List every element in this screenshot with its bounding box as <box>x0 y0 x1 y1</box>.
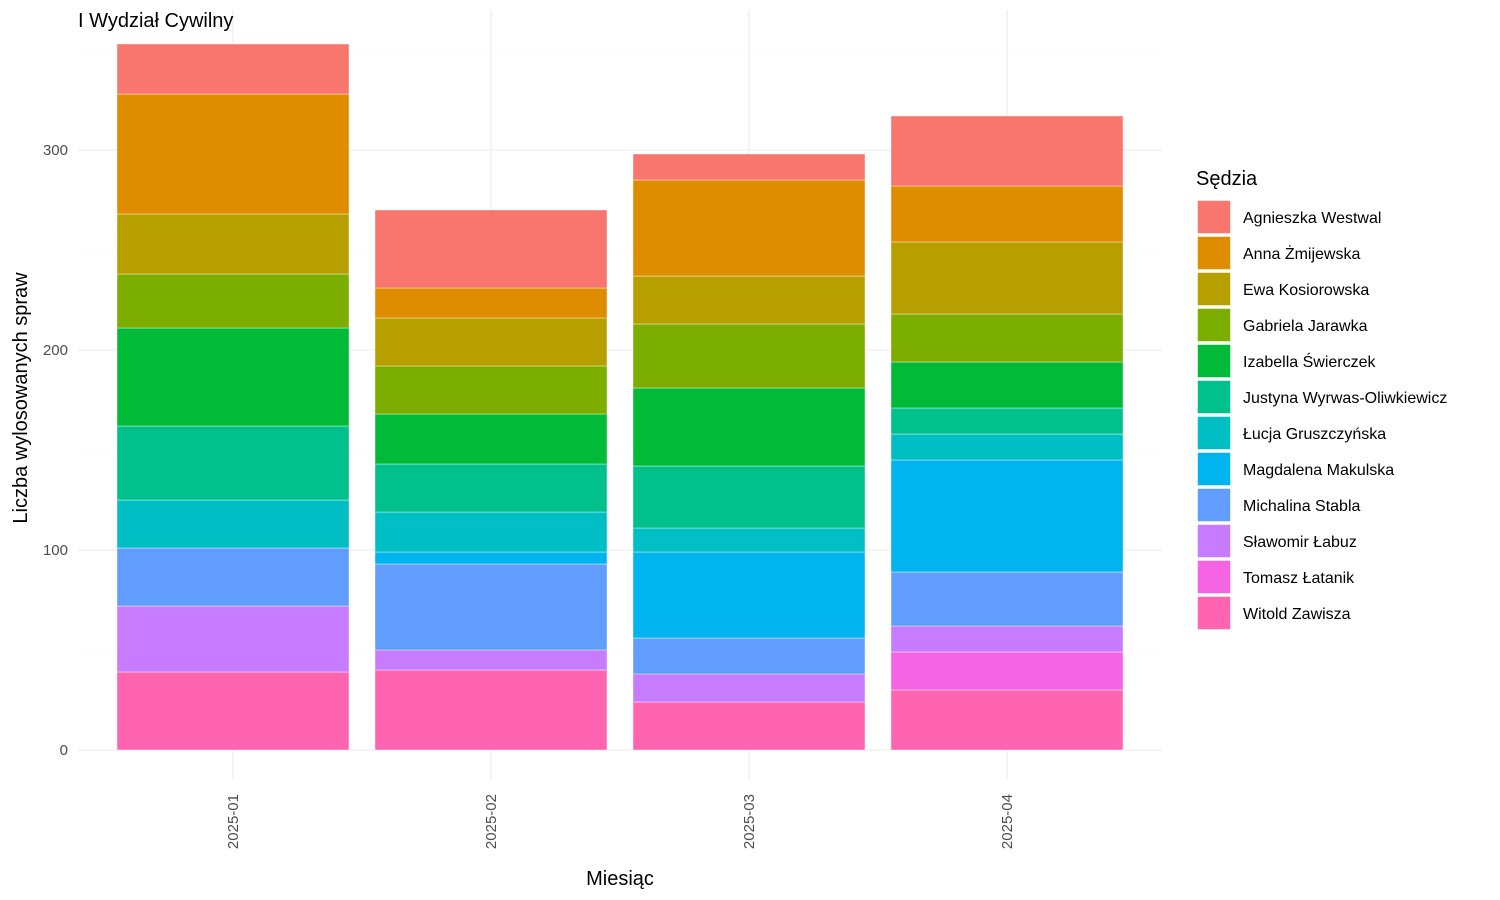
bar-segment <box>890 407 1124 435</box>
legend-label: Anna Żmijewska <box>1243 244 1360 263</box>
bar-segment <box>632 701 866 751</box>
y-tick-label: 300 <box>43 142 68 159</box>
bar-segment <box>374 649 608 671</box>
bar-segment <box>632 153 866 181</box>
bar-segment <box>116 327 350 427</box>
bar-segment <box>374 413 608 465</box>
bar-segment <box>890 459 1124 573</box>
legend-label: Justyna Wyrwas-Oliwkiewicz <box>1243 390 1447 407</box>
legend-key <box>1196 199 1232 235</box>
bar-segment <box>116 425 350 501</box>
bar-segment <box>116 671 350 751</box>
bar-segment <box>890 241 1124 315</box>
legend-label: Sławomir Łabuz <box>1243 534 1357 551</box>
legend-label: Tomasz Łatanik <box>1243 570 1355 587</box>
legend-key <box>1196 379 1232 415</box>
legend-key <box>1196 487 1232 523</box>
legend-label: Witold Zawisza <box>1243 606 1351 623</box>
legend-key <box>1196 523 1232 559</box>
legend-label: Gabriela Jarawka <box>1243 318 1368 335</box>
bar-segment <box>632 527 866 553</box>
y-tick-label: 100 <box>43 542 68 559</box>
legend-label: Michalina Stabla <box>1243 498 1361 515</box>
bar-segment <box>890 361 1124 409</box>
bar-segment <box>116 605 350 673</box>
x-tick-label: 2025-02 <box>483 794 500 849</box>
bar-segment <box>890 185 1124 243</box>
bar-segment <box>890 115 1124 187</box>
legend-key <box>1196 235 1232 271</box>
bar-segment <box>890 313 1124 363</box>
legend-key <box>1196 595 1232 631</box>
bar-segment <box>374 551 608 565</box>
legend-key <box>1196 307 1232 343</box>
bar-segment <box>116 43 350 95</box>
bar-segment <box>374 563 608 651</box>
bars <box>116 43 1124 751</box>
bar-segment <box>374 317 608 367</box>
bar-segment <box>890 433 1124 461</box>
legend-label: Magdalena Makulska <box>1243 462 1394 479</box>
bar-segment <box>632 323 866 389</box>
legend-label: Izabella Świerczek <box>1243 352 1377 371</box>
bar-segment <box>632 637 866 675</box>
bar-segment <box>116 273 350 329</box>
legend-key <box>1196 451 1232 487</box>
bar-segment <box>374 511 608 553</box>
legend-title: Sędzia <box>1196 168 1258 190</box>
chart-title: I Wydział Cywilny <box>78 10 233 32</box>
y-tick-label: 200 <box>43 342 68 359</box>
x-tick-label: 2025-04 <box>999 794 1016 849</box>
y-tick-label: 0 <box>60 742 68 759</box>
legend-key <box>1196 343 1232 379</box>
bar-segment <box>374 463 608 513</box>
x-axis-title: Miesiąc <box>586 868 654 890</box>
bar-segment <box>374 209 608 289</box>
bar-segment <box>632 275 866 325</box>
bar-segment <box>632 465 866 529</box>
bar-segment <box>374 287 608 319</box>
bar-segment <box>632 179 866 277</box>
bar-segment <box>632 551 866 639</box>
bar-segment <box>632 387 866 467</box>
bar-segment <box>890 571 1124 627</box>
legend-label: Agnieszka Westwal <box>1243 210 1381 227</box>
y-axis-ticks: 0 100 200 300 <box>43 142 68 759</box>
y-axis-title: Liczba wylosowanych spraw <box>10 272 32 524</box>
bar-segment <box>374 365 608 415</box>
bar-segment <box>116 499 350 549</box>
x-tick-label: 2025-03 <box>741 794 758 849</box>
bar-segment <box>632 673 866 703</box>
bar-segment <box>116 213 350 275</box>
bar-segment <box>890 625 1124 653</box>
x-tick-label: 2025-01 <box>225 794 242 849</box>
bar-segment <box>116 547 350 607</box>
bar-segment <box>890 689 1124 751</box>
legend-key <box>1196 415 1232 451</box>
legend-key <box>1196 271 1232 307</box>
x-axis-ticks: 2025-01 2025-02 2025-03 2025-04 <box>225 794 1016 849</box>
legend-label: Łucja Gruszczyńska <box>1243 426 1386 443</box>
legend: Sędzia Agnieszka Westwal Anna Żmijewska Ew… <box>1196 168 1447 631</box>
bar-segment <box>890 651 1124 691</box>
legend-key <box>1196 559 1232 595</box>
bar-segment <box>374 669 608 751</box>
legend-label: Ewa Kosiorowska <box>1243 282 1369 299</box>
bar-segment <box>116 93 350 215</box>
